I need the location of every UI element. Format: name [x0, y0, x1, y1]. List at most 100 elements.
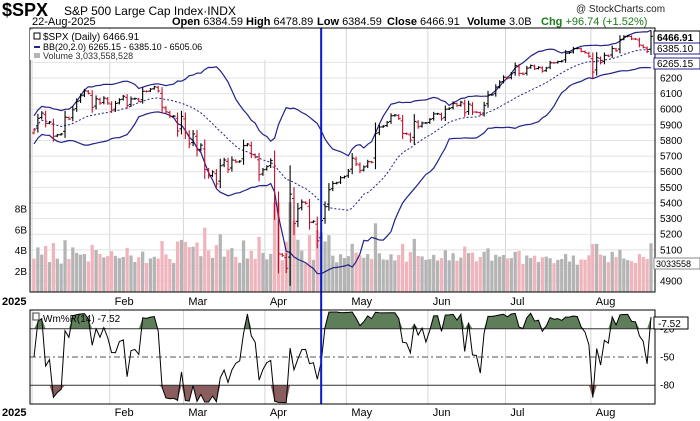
volume-bar: [203, 227, 207, 292]
price-tick-label: 5800: [660, 136, 683, 147]
volume-bar: [591, 244, 595, 292]
volume-bar: [75, 252, 79, 292]
volume-bar: [141, 251, 145, 292]
stockcharts-credit[interactable]: @ StockCharts.com: [576, 4, 666, 15]
volume-bar: [160, 241, 164, 292]
wpr-legend: Wm%R(14) -7.52: [32, 312, 121, 325]
price-tick-label: 5400: [660, 198, 683, 209]
month-label-wpr: May: [351, 407, 372, 419]
volume-bar: [148, 258, 153, 292]
high-value: 6478.89: [273, 16, 314, 28]
volume-bar: [342, 258, 347, 292]
volume-bar: [90, 244, 94, 292]
volume-bar: [412, 238, 416, 292]
volume-tick-label: 6B: [15, 225, 28, 236]
month-label-price: Jun: [433, 296, 451, 308]
volume-label: Volume: [467, 16, 506, 28]
volume-bar: [218, 234, 222, 292]
volume-bar: [498, 256, 502, 292]
volume-bar: [102, 257, 106, 292]
volume-bar: [129, 255, 133, 292]
volume-bar: [71, 247, 75, 292]
wpr-badge: -7.52: [658, 319, 681, 330]
volume-bar: [490, 260, 494, 292]
volume-bar: [257, 236, 261, 292]
low-label: Low: [317, 16, 339, 28]
volume-bar: [156, 258, 160, 292]
volume-bar: [366, 254, 370, 292]
volume-bar: [94, 250, 98, 292]
month-label-price: Apr: [270, 296, 287, 308]
wpr-oversold-fill: [34, 385, 651, 403]
volume-bar: [121, 256, 125, 292]
high-readout: High 6478.89: [246, 16, 313, 28]
volume-bar: [377, 253, 381, 292]
volume-bar: [55, 258, 59, 292]
volume-bar: [513, 251, 517, 292]
volume-bar: [179, 239, 184, 292]
volume-bar: [474, 261, 479, 292]
volume-bar: [435, 260, 440, 292]
bollinger-bands: [33, 29, 652, 275]
volume-bar: [152, 256, 156, 292]
volume-bar: [265, 259, 269, 292]
month-label-price: Jul: [510, 296, 524, 308]
volume-bar: [428, 259, 432, 292]
volume-bar: [525, 255, 529, 292]
volume-bar: [544, 256, 548, 292]
volume-bar: [463, 246, 467, 292]
volume-bar: [447, 260, 451, 292]
change-label: Chg: [541, 16, 563, 28]
month-label-wpr: Aug: [596, 407, 616, 419]
volume-bar: [338, 254, 343, 292]
volume-bar: [222, 256, 226, 292]
volume-badge: 3033558: [656, 259, 691, 269]
volume-bar: [532, 255, 537, 292]
volume-bar: [369, 258, 374, 292]
volume-bar: [230, 248, 234, 292]
volume-bar: [106, 255, 110, 292]
volume-bar: [536, 262, 541, 292]
open-readout: Open 6384.59: [172, 16, 243, 28]
volume-bar: [59, 263, 63, 292]
bb-middle: [33, 48, 652, 211]
volume-bar: [517, 250, 521, 292]
ticker-symbol[interactable]: $SPX: [2, 0, 49, 20]
bb-low-badge: 6265.15: [657, 59, 694, 70]
volume-bar: [563, 254, 568, 292]
price-tick-label: 5500: [660, 183, 683, 194]
volume-bar: [195, 242, 199, 292]
volume-bar: [323, 241, 327, 292]
volume-bar: [618, 249, 622, 292]
legend-price: $SPX (Daily) 6466.91: [43, 32, 140, 43]
last-price-badge: 6466.91: [657, 33, 694, 44]
wpr-overbought-fill: [34, 312, 651, 329]
volume-bar: [420, 256, 424, 292]
volume-bar: [649, 243, 653, 292]
volume-bar: [626, 260, 630, 292]
month-label-price: Aug: [596, 296, 616, 308]
header-date: 22-Aug-2025: [32, 16, 96, 28]
ticker-exchange-sep: ·: [203, 4, 208, 18]
legend-price-icon: [33, 32, 41, 40]
volume-bar: [253, 259, 257, 292]
legend-wpr: Wm%R(14) -7.52: [43, 314, 121, 325]
volume-bar: [269, 253, 273, 292]
wpr-tick-label: -20: [660, 324, 675, 335]
volume-bar: [358, 255, 362, 292]
volume-tick-label: 2B: [15, 267, 28, 278]
volume-bar: [304, 262, 308, 292]
close-value: 6466.91: [420, 16, 460, 28]
volume-bar: [470, 252, 475, 292]
change-value: +96.74 (+1.52%): [565, 16, 648, 28]
close-readout: Close 6466.91: [387, 16, 460, 28]
volume-bar: [113, 255, 118, 292]
month-label-price: Mar: [188, 296, 207, 308]
change-readout: Chg +96.74 (+1.52%): [541, 16, 647, 28]
volume-bar: [552, 263, 556, 292]
volume-bar: [125, 247, 129, 292]
legend-background: [30, 30, 268, 60]
volume-bar: [238, 262, 242, 292]
